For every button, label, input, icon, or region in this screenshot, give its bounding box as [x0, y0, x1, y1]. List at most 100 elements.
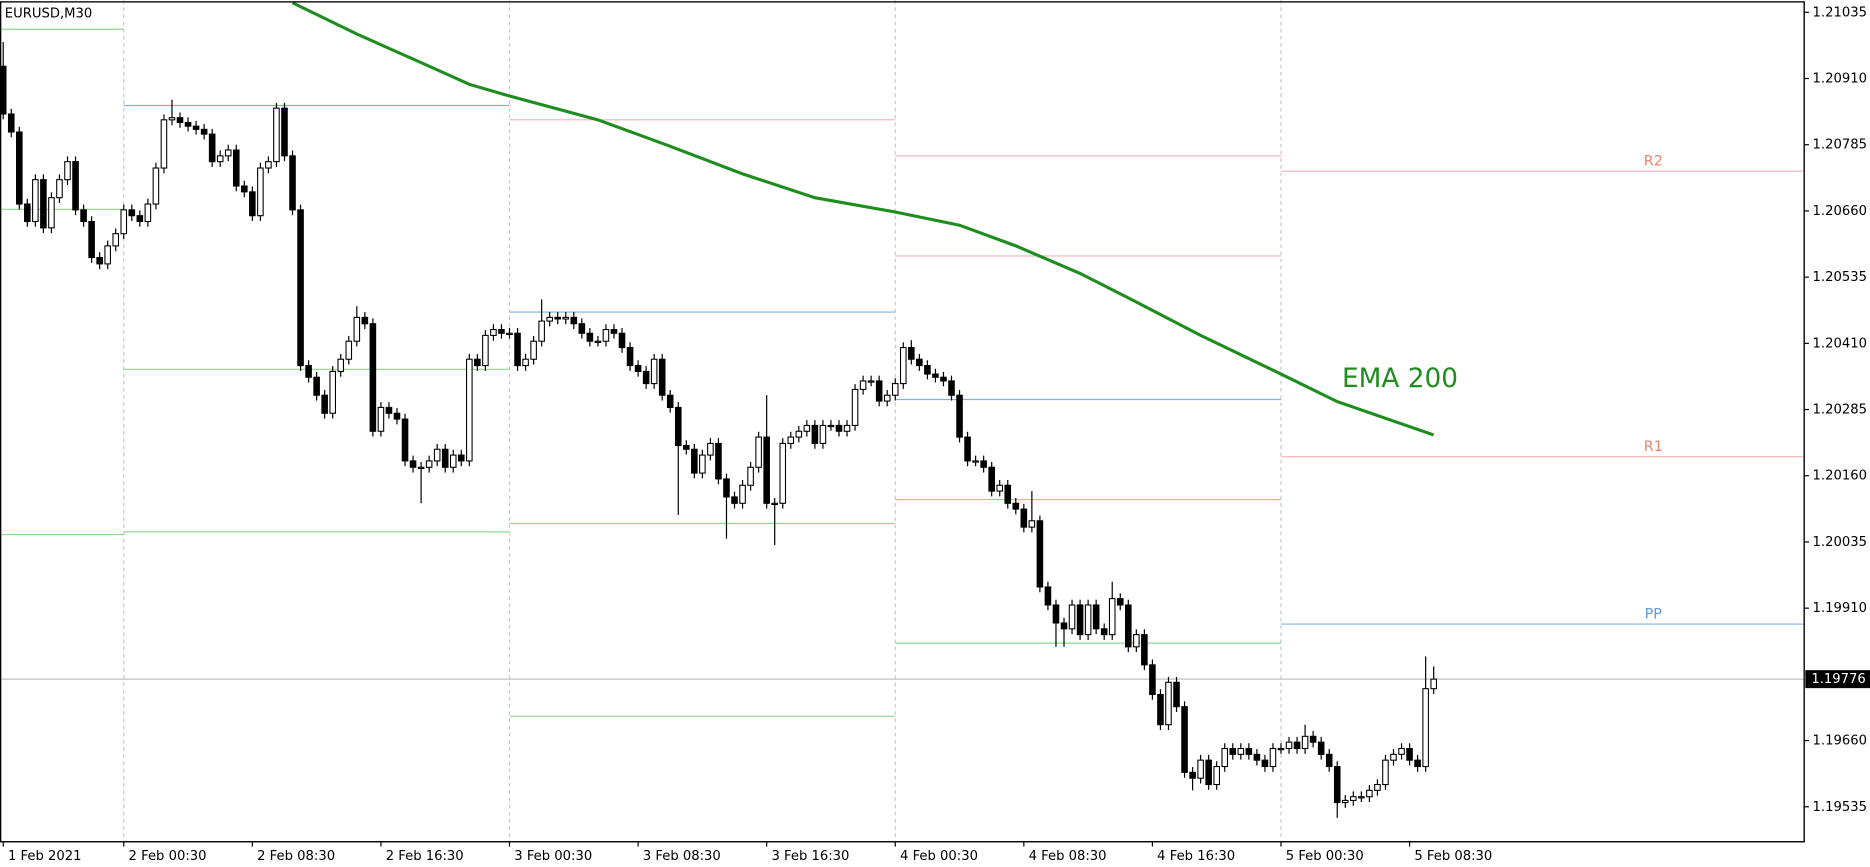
candle-body [916, 358, 923, 367]
candle-body [1374, 783, 1381, 791]
candle-body [755, 436, 762, 468]
candle-body [1341, 799, 1349, 804]
candle-body [321, 394, 328, 414]
candle-body [1333, 765, 1341, 804]
candle-body [329, 370, 336, 414]
candle-body [152, 167, 160, 205]
candle-body [554, 316, 562, 320]
candle-body [144, 203, 152, 223]
y-tick-label: 1.20410 [1813, 336, 1867, 351]
candle-body [305, 365, 312, 378]
plot-frame [0, 1, 1805, 843]
candle-body [956, 394, 963, 438]
candle-body [1197, 759, 1204, 779]
candle-body [176, 117, 184, 124]
candle-body [642, 370, 650, 385]
candle-body [241, 185, 248, 193]
candle-body [1414, 759, 1421, 768]
candle-body [184, 121, 192, 127]
candle-body [514, 332, 521, 367]
ema-line [291, 1, 1435, 437]
candle-body [626, 347, 634, 367]
candle-body [1366, 789, 1373, 798]
x-tick-label: 3 Feb 00:30 [514, 849, 592, 864]
candle-body [715, 442, 722, 480]
candle-body [1350, 796, 1357, 801]
candle-body [731, 496, 738, 504]
x-tick-label: 5 Feb 00:30 [1286, 849, 1364, 864]
pivot-label: R1 [1644, 439, 1663, 455]
candle-body [224, 149, 232, 157]
candle-body [265, 161, 272, 169]
candle-body [466, 358, 473, 462]
overlay-layer: EMA 200 [291, 1, 1458, 437]
y-tick-label: 1.19535 [1813, 800, 1867, 815]
candle-body [1301, 735, 1309, 750]
candle-body [522, 358, 529, 367]
candle-body [232, 149, 240, 187]
candle-body [96, 256, 103, 265]
candle-body [1076, 604, 1084, 636]
candle-body [1221, 747, 1229, 768]
candle-body [433, 448, 441, 462]
candle-body [1189, 771, 1196, 779]
candle-body [972, 460, 979, 463]
candle-body [988, 466, 995, 492]
candle-body [1020, 508, 1028, 528]
candle-body [980, 460, 987, 468]
candle-body [610, 329, 618, 334]
candle-body [281, 107, 288, 157]
candle-body [819, 424, 827, 444]
candle-body [369, 323, 377, 432]
candle-body [457, 454, 465, 462]
candle-body [674, 406, 682, 447]
candle-body [811, 424, 819, 444]
candle-body [64, 161, 71, 181]
candle-body [1060, 622, 1068, 630]
candle-body [1277, 747, 1285, 751]
candle-body [136, 215, 144, 223]
candle-body [747, 466, 754, 486]
candle-body [449, 454, 457, 468]
candle-body [401, 418, 409, 462]
candle-body [803, 424, 811, 432]
x-tick-label: 3 Feb 08:30 [643, 849, 721, 864]
candle-body [80, 209, 87, 223]
candle-body [634, 365, 642, 372]
x-tick-label: 1 Feb 2021 [8, 849, 82, 864]
candle-body [1036, 520, 1044, 588]
candle-body [482, 334, 489, 367]
candle-body [1092, 604, 1100, 630]
candle-body [1157, 693, 1164, 726]
candle-body [7, 113, 15, 133]
candle-body [1430, 678, 1437, 690]
candle-body [498, 329, 505, 334]
candle-body [1317, 741, 1325, 755]
candle-body [932, 373, 939, 378]
candle-body [1422, 688, 1429, 768]
candle-body [843, 424, 851, 432]
candle-body [899, 347, 907, 385]
candle-body [1390, 753, 1397, 761]
candle-body [273, 107, 280, 163]
candle-body [112, 233, 120, 247]
candle-body [827, 424, 835, 428]
x-tick-label: 4 Feb 00:30 [900, 849, 978, 864]
plot-frame [0, 1, 1805, 843]
candle-body [771, 502, 778, 506]
candle-body [313, 376, 320, 396]
candle-body [88, 220, 95, 259]
candle-body [1165, 681, 1172, 726]
candle-body [289, 155, 296, 211]
candle-body [779, 442, 787, 504]
candle-body [586, 332, 594, 342]
candle-body [120, 209, 128, 235]
candle-body [345, 340, 353, 360]
pivot-label: PP [1645, 606, 1663, 622]
y-tick-label: 1.21035 [1813, 5, 1867, 20]
candle-body [297, 209, 304, 367]
candle-body [441, 448, 449, 468]
candle-body [570, 316, 578, 325]
candle-body [594, 340, 602, 343]
